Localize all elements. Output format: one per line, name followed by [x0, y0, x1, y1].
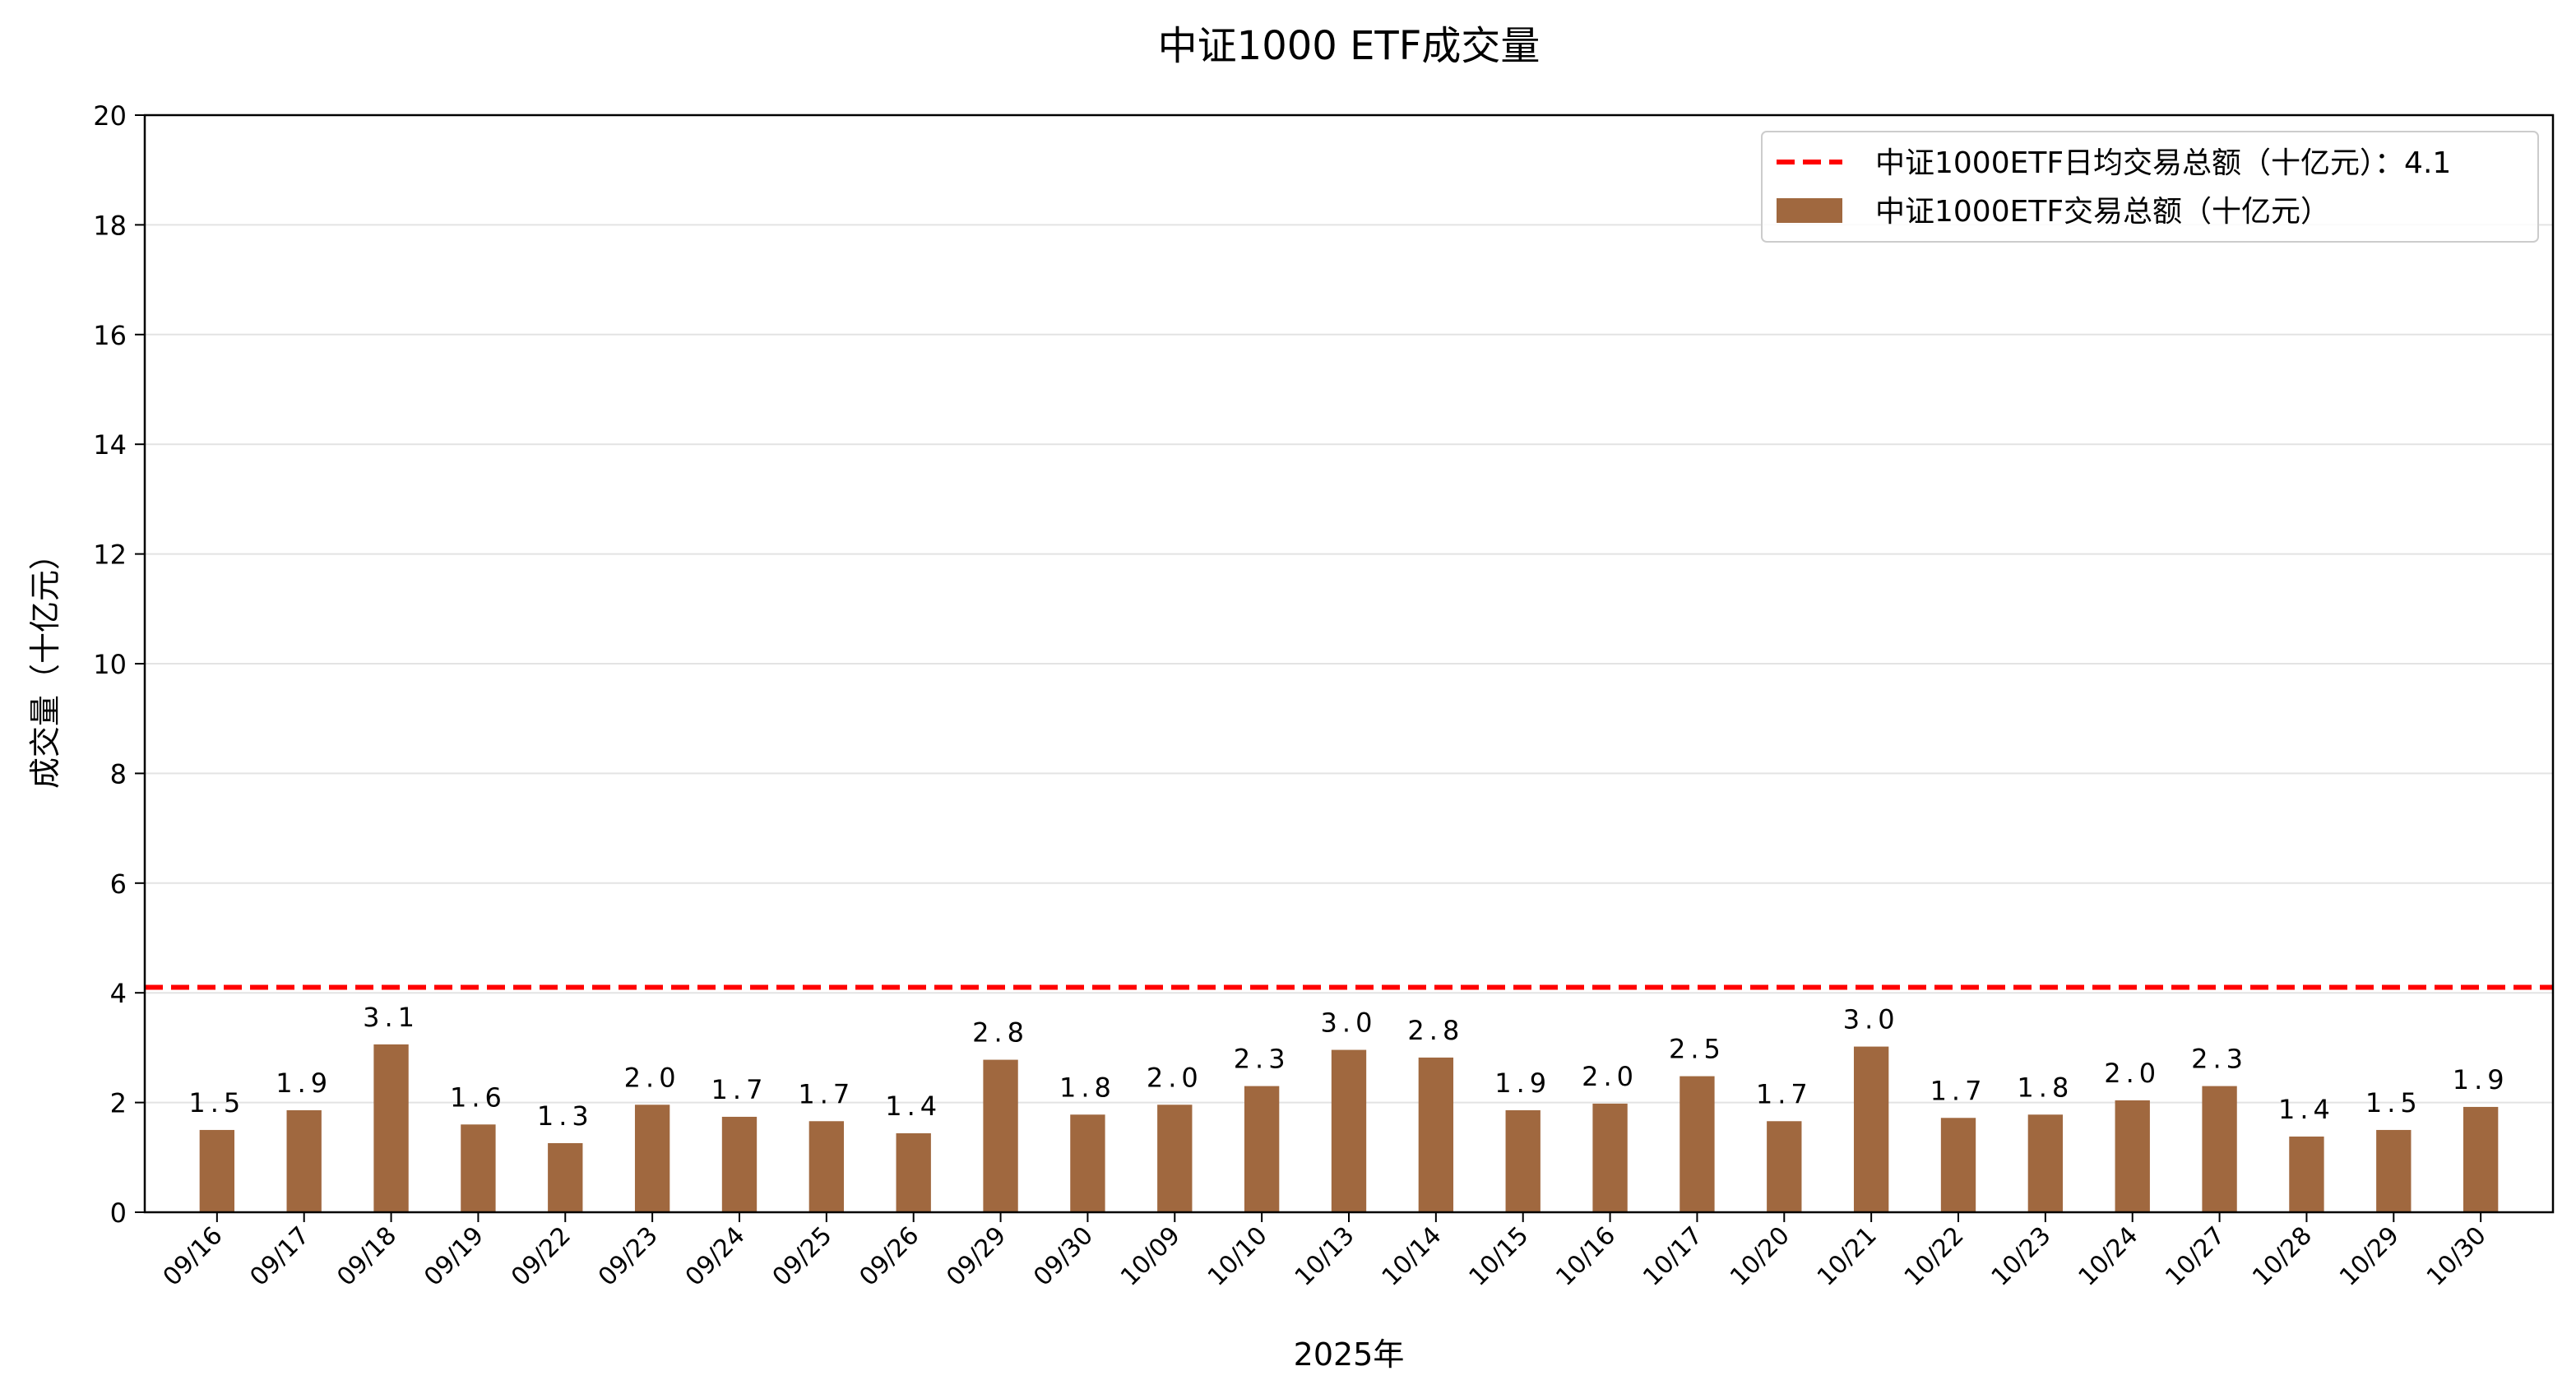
y-tick-label: 8: [110, 758, 127, 790]
bar: [461, 1124, 496, 1212]
grid-lines: [145, 224, 2553, 1104]
data-label: 1.7: [798, 1078, 855, 1109]
data-label: 2.8: [1407, 1015, 1464, 1046]
bar: [1244, 1086, 1280, 1212]
bar: [548, 1142, 583, 1212]
data-label: 1.7: [711, 1074, 768, 1105]
data-label: 1.7: [1756, 1078, 1813, 1109]
data-label: 1.9: [1494, 1067, 1551, 1099]
bar: [1592, 1103, 1628, 1212]
data-label: 2.0: [1147, 1062, 1203, 1093]
bar: [2202, 1086, 2237, 1212]
bar: [373, 1044, 409, 1212]
y-tick-label: 14: [93, 429, 127, 461]
y-tick-label: 10: [93, 649, 127, 680]
data-label: 3.0: [1321, 1007, 1378, 1039]
y-tick-label: 18: [93, 210, 127, 241]
bar: [199, 1129, 235, 1212]
legend-box: [1761, 131, 2539, 243]
bar: [1940, 1118, 1976, 1212]
bar: [2462, 1106, 2499, 1212]
data-label: 1.5: [2365, 1087, 2422, 1118]
bar: [896, 1132, 931, 1212]
data-label: 2.0: [624, 1062, 681, 1093]
bar: [1331, 1049, 1367, 1212]
y-tick-label: 12: [93, 540, 127, 571]
legend-reference-line-label: 中证1000ETF日均交易总额（十亿元）：4.1: [1875, 146, 2451, 180]
data-label: 1.6: [450, 1081, 507, 1113]
bar: [983, 1059, 1018, 1212]
data-label: 2.0: [2104, 1058, 2161, 1089]
y-tick-label: 16: [93, 320, 127, 351]
data-label: 3.1: [363, 1002, 419, 1033]
y-axis-label: 成交量（十亿元）: [27, 539, 63, 789]
bar-group: [199, 1044, 2499, 1212]
data-label: 2.3: [1234, 1044, 1290, 1075]
data-label: 1.4: [2278, 1094, 2335, 1125]
bar: [2289, 1136, 2324, 1212]
bar: [1853, 1046, 1889, 1212]
data-label: 1.4: [885, 1091, 942, 1122]
y-tick-label: 6: [110, 868, 127, 900]
y-axis-ticks: 0 2 4 6 8 10 12 14 16 18 20: [93, 100, 145, 1229]
data-label: 1.3: [537, 1100, 594, 1132]
bar: [721, 1116, 758, 1212]
bar: [634, 1105, 670, 1212]
legend-bar-swatch: [1777, 198, 1842, 223]
data-label: 1.8: [1059, 1072, 1116, 1103]
legend-bar-label: 中证1000ETF交易总额（十亿元）: [1875, 195, 2330, 229]
bar: [1767, 1121, 1802, 1212]
bar: [1505, 1109, 1541, 1212]
bar: [1157, 1105, 1193, 1212]
data-label: 2.8: [972, 1017, 1029, 1049]
data-label: 1.8: [2017, 1072, 2073, 1103]
data-label: 3.0: [1843, 1004, 1900, 1035]
data-label: 1.7: [1930, 1075, 1987, 1106]
x-axis-label: 2025年: [1294, 1336, 1405, 1373]
data-label-group: 1.5 1.9 3.1 1.6 1.3 2.0 1.7 1.7 1.4 2.8 1.8 2.0 2.3 3…: [188, 1002, 2509, 1132]
chart-title: 中证1000 ETF成交量: [1158, 23, 1541, 69]
bar: [808, 1121, 845, 1212]
y-tick-label: 2: [110, 1088, 127, 1119]
bar: [2115, 1100, 2150, 1212]
bar: [286, 1109, 322, 1212]
y-tick-label: 20: [93, 100, 127, 132]
legend: 中证1000ETF日均交易总额（十亿元）：4.1 中证1000ETF交易总额（十…: [1761, 131, 2539, 243]
bar: [1679, 1076, 1715, 1212]
data-label: 1.9: [276, 1067, 332, 1099]
y-tick-label: 0: [110, 1197, 127, 1229]
data-label: 1.5: [188, 1087, 245, 1118]
data-label: 2.3: [2191, 1044, 2248, 1075]
bar: [2027, 1114, 2064, 1212]
y-tick-label: 4: [110, 978, 127, 1009]
data-label: 2.5: [1669, 1034, 1726, 1065]
bar: [1070, 1114, 1105, 1212]
bar: [2376, 1129, 2412, 1212]
data-label: 1.9: [2453, 1064, 2509, 1095]
data-label: 2.0: [1582, 1061, 1638, 1092]
bar: [1418, 1057, 1454, 1212]
